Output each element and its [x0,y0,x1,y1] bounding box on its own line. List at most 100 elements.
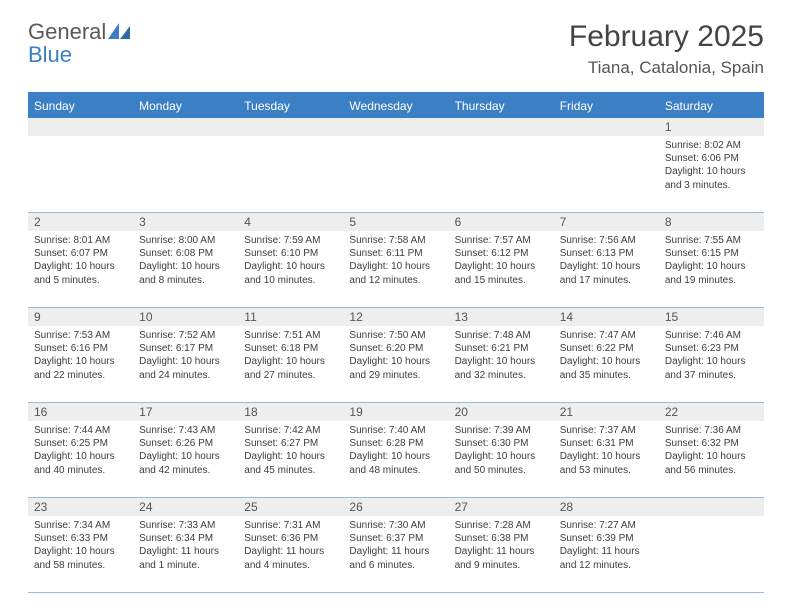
day-number: 23 [28,498,133,516]
daylight-text: Daylight: 10 hours and 15 minutes. [455,260,548,286]
daylight-text: Daylight: 10 hours and 5 minutes. [34,260,127,286]
day-number [133,118,238,136]
day-number: 5 [343,213,448,231]
daylight-text: Daylight: 10 hours and 3 minutes. [665,165,758,191]
sunset-text: Sunset: 6:32 PM [665,437,758,450]
day-cell [343,136,448,212]
day-number [28,118,133,136]
daylight-text: Daylight: 10 hours and 37 minutes. [665,355,758,381]
day-number: 6 [449,213,554,231]
sunset-text: Sunset: 6:08 PM [139,247,232,260]
day-number: 14 [554,308,659,326]
daylight-text: Daylight: 10 hours and 50 minutes. [455,450,548,476]
sunset-text: Sunset: 6:22 PM [560,342,653,355]
day-cell: Sunrise: 7:36 AMSunset: 6:32 PMDaylight:… [659,421,764,497]
day-cell [659,516,764,592]
day-cell: Sunrise: 7:58 AMSunset: 6:11 PMDaylight:… [343,231,448,307]
sunrise-text: Sunrise: 7:40 AM [349,424,442,437]
sunset-text: Sunset: 6:38 PM [455,532,548,545]
day-number: 16 [28,403,133,421]
day-number: 17 [133,403,238,421]
daynum-row: 2345678 [28,213,764,231]
day-cell: Sunrise: 7:59 AMSunset: 6:10 PMDaylight:… [238,231,343,307]
daylight-text: Daylight: 11 hours and 12 minutes. [560,545,653,571]
day-cell: Sunrise: 8:01 AMSunset: 6:07 PMDaylight:… [28,231,133,307]
daylight-text: Daylight: 10 hours and 48 minutes. [349,450,442,476]
day-number: 9 [28,308,133,326]
daylight-text: Daylight: 10 hours and 56 minutes. [665,450,758,476]
day-number: 25 [238,498,343,516]
daylight-text: Daylight: 10 hours and 45 minutes. [244,450,337,476]
daylight-text: Daylight: 10 hours and 58 minutes. [34,545,127,571]
day-cell: Sunrise: 7:56 AMSunset: 6:13 PMDaylight:… [554,231,659,307]
sunset-text: Sunset: 6:39 PM [560,532,653,545]
day-cell: Sunrise: 7:40 AMSunset: 6:28 PMDaylight:… [343,421,448,497]
sunrise-text: Sunrise: 7:37 AM [560,424,653,437]
sunset-text: Sunset: 6:20 PM [349,342,442,355]
daylight-text: Daylight: 10 hours and 24 minutes. [139,355,232,381]
sunset-text: Sunset: 6:10 PM [244,247,337,260]
sunrise-text: Sunrise: 7:27 AM [560,519,653,532]
sunrise-text: Sunrise: 7:59 AM [244,234,337,247]
day-number [449,118,554,136]
daynum-row: 232425262728 [28,498,764,516]
day-cell: Sunrise: 7:34 AMSunset: 6:33 PMDaylight:… [28,516,133,592]
sunrise-text: Sunrise: 7:57 AM [455,234,548,247]
day-cell: Sunrise: 7:52 AMSunset: 6:17 PMDaylight:… [133,326,238,402]
day-cell [238,136,343,212]
sunset-text: Sunset: 6:07 PM [34,247,127,260]
day-cell: Sunrise: 7:47 AMSunset: 6:22 PMDaylight:… [554,326,659,402]
sunset-text: Sunset: 6:15 PM [665,247,758,260]
sunset-text: Sunset: 6:25 PM [34,437,127,450]
daylight-text: Daylight: 10 hours and 42 minutes. [139,450,232,476]
sunrise-text: Sunrise: 7:28 AM [455,519,548,532]
daynum-row: 9101112131415 [28,308,764,326]
daylight-text: Daylight: 10 hours and 35 minutes. [560,355,653,381]
weekday-header: Wednesday [343,94,448,118]
sunset-text: Sunset: 6:23 PM [665,342,758,355]
weekday-header: Friday [554,94,659,118]
sunrise-text: Sunrise: 7:50 AM [349,329,442,342]
sunrise-text: Sunrise: 7:48 AM [455,329,548,342]
daylight-text: Daylight: 11 hours and 4 minutes. [244,545,337,571]
day-cell: Sunrise: 7:43 AMSunset: 6:26 PMDaylight:… [133,421,238,497]
sunrise-text: Sunrise: 7:55 AM [665,234,758,247]
day-number: 22 [659,403,764,421]
daylight-text: Daylight: 11 hours and 9 minutes. [455,545,548,571]
daylight-text: Daylight: 10 hours and 17 minutes. [560,260,653,286]
sunset-text: Sunset: 6:26 PM [139,437,232,450]
day-cell: Sunrise: 7:48 AMSunset: 6:21 PMDaylight:… [449,326,554,402]
day-cell: Sunrise: 7:53 AMSunset: 6:16 PMDaylight:… [28,326,133,402]
sunset-text: Sunset: 6:17 PM [139,342,232,355]
day-number: 3 [133,213,238,231]
day-number: 19 [343,403,448,421]
day-number: 12 [343,308,448,326]
sunset-text: Sunset: 6:34 PM [139,532,232,545]
day-cell: Sunrise: 7:37 AMSunset: 6:31 PMDaylight:… [554,421,659,497]
day-cell: Sunrise: 7:51 AMSunset: 6:18 PMDaylight:… [238,326,343,402]
sunrise-text: Sunrise: 7:39 AM [455,424,548,437]
day-cell: Sunrise: 7:31 AMSunset: 6:36 PMDaylight:… [238,516,343,592]
title-block: February 2025 Tiana, Catalonia, Spain [569,20,764,78]
logo-word-general: General [28,19,106,44]
day-number [554,118,659,136]
sunrise-text: Sunrise: 7:53 AM [34,329,127,342]
day-number: 24 [133,498,238,516]
day-cell [133,136,238,212]
day-cell: Sunrise: 7:46 AMSunset: 6:23 PMDaylight:… [659,326,764,402]
day-number: 10 [133,308,238,326]
sail-icon [108,20,130,43]
daylight-text: Daylight: 10 hours and 10 minutes. [244,260,337,286]
day-cell: Sunrise: 7:39 AMSunset: 6:30 PMDaylight:… [449,421,554,497]
week-row: Sunrise: 7:44 AMSunset: 6:25 PMDaylight:… [28,421,764,498]
day-cell: Sunrise: 7:55 AMSunset: 6:15 PMDaylight:… [659,231,764,307]
weekday-header: Tuesday [238,94,343,118]
week-row: Sunrise: 7:53 AMSunset: 6:16 PMDaylight:… [28,326,764,403]
daylight-text: Daylight: 10 hours and 53 minutes. [560,450,653,476]
day-number: 15 [659,308,764,326]
day-cell: Sunrise: 8:02 AMSunset: 6:06 PMDaylight:… [659,136,764,212]
page-title: February 2025 [569,20,764,54]
day-number: 20 [449,403,554,421]
day-number [238,118,343,136]
day-number: 7 [554,213,659,231]
